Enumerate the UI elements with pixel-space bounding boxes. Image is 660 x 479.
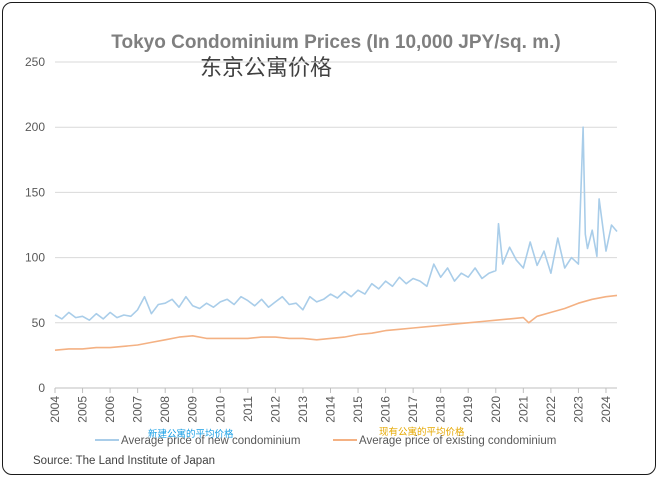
series-line-new-condominium	[54, 126, 618, 322]
x-tick-label: 2019	[461, 396, 475, 423]
chart-frame: Tokyo Condominium Prices (In 10,000 JPY/…	[2, 2, 656, 475]
x-tick-label: 2010	[213, 396, 227, 423]
y-tick-label: 100	[25, 251, 45, 265]
x-tick-label: 2008	[158, 396, 172, 423]
x-tick-label: 2006	[103, 396, 117, 423]
x-tick-label: 2024	[599, 396, 613, 423]
x-tick-label: 2022	[544, 396, 558, 423]
series-layer	[54, 126, 618, 351]
y-tick-label: 150	[25, 185, 45, 199]
y-tick-label: 0	[38, 381, 45, 395]
y-tick-label: 50	[32, 316, 46, 330]
line-chart: Tokyo Condominium Prices (In 10,000 JPY/…	[25, 32, 618, 467]
legend: Average price of new condominium新建公寓的平均价…	[95, 426, 556, 447]
x-tick-label: 2023	[571, 396, 585, 423]
x-tick-label: 2011	[241, 396, 255, 422]
chart-subtitle-chinese: 东京公寓价格	[200, 56, 332, 81]
legend-label: Average price of existing condominium	[359, 435, 556, 447]
series-line-existing-condominium	[54, 294, 618, 351]
x-tick-label: 2004	[48, 396, 62, 423]
x-tick-label: 2009	[186, 396, 200, 423]
x-tick-label: 2016	[379, 396, 393, 423]
x-tick-label: 2012	[268, 396, 282, 423]
legend-label-chinese: 新建公寓的平均价格	[148, 428, 234, 440]
x-tick-label: 2005	[76, 396, 90, 423]
gridlines	[55, 61, 617, 389]
y-tick-label: 250	[25, 55, 45, 69]
chart-title: Tokyo Condominium Prices (In 10,000 JPY/…	[111, 32, 560, 53]
x-tick-label: 2021	[516, 396, 530, 423]
x-tick-label: 2015	[351, 396, 365, 423]
axes: 0 50 100 150 200 250 2004 2005 2006 2007 2008 2009 2…	[25, 55, 613, 423]
x-tick-label: 2017	[406, 396, 420, 423]
x-tick-label: 2018	[434, 396, 448, 423]
y-tick-label: 200	[25, 120, 45, 134]
x-tick-label: 2020	[489, 396, 503, 423]
x-tick-label: 2013	[296, 396, 310, 423]
source-note: Source: The Land Institute of Japan	[33, 455, 215, 467]
x-tick-label: 2007	[131, 396, 145, 423]
legend-label-chinese: 现有公寓的平均价格	[379, 426, 465, 438]
legend-label: Average price of new condominium	[121, 435, 300, 447]
x-tick-label: 2014	[323, 396, 337, 423]
